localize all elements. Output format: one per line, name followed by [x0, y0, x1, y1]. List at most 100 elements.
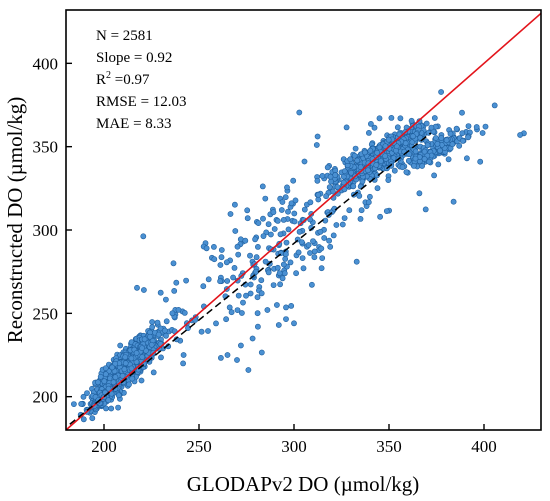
data-point — [285, 226, 292, 233]
data-point — [326, 184, 333, 191]
data-point — [405, 157, 412, 164]
data-point — [416, 190, 423, 197]
data-point — [235, 292, 242, 299]
data-point — [141, 336, 148, 343]
data-point — [354, 157, 361, 164]
data-point — [254, 243, 261, 250]
data-point — [128, 355, 135, 362]
data-point — [473, 124, 480, 130]
data-point — [426, 158, 432, 165]
data-point — [293, 270, 299, 277]
data-point — [117, 342, 124, 349]
data-point — [155, 331, 162, 338]
data-point — [314, 133, 321, 140]
data-point — [314, 177, 321, 184]
data-point — [284, 184, 290, 191]
data-point — [450, 198, 457, 205]
data-point — [122, 360, 129, 367]
data-point — [465, 123, 472, 129]
data-point — [148, 341, 155, 348]
stat-r2-value: =0.97 — [111, 72, 150, 88]
data-point — [258, 349, 265, 356]
data-point — [80, 416, 87, 423]
data-point — [223, 259, 230, 266]
data-point — [367, 147, 374, 154]
data-point — [223, 316, 229, 323]
data-point — [282, 255, 289, 262]
data-point — [140, 287, 147, 293]
data-point — [273, 302, 280, 308]
data-point — [247, 252, 253, 259]
data-point — [308, 281, 315, 288]
data-point — [279, 275, 286, 282]
data-point — [388, 115, 395, 121]
data-point — [410, 162, 417, 169]
data-point — [327, 243, 334, 250]
data-point — [270, 282, 277, 288]
data-point — [218, 247, 225, 253]
data-point — [365, 199, 372, 206]
data-point — [296, 228, 303, 235]
data-point — [382, 153, 388, 159]
stat-r2-prefix: R — [96, 72, 106, 88]
data-point — [346, 207, 353, 214]
stat-mae: MAE = 8.33 — [96, 116, 172, 132]
data-point — [290, 177, 297, 184]
x-tick-label: 200 — [91, 437, 117, 456]
data-point — [422, 206, 429, 213]
data-point — [103, 405, 109, 412]
x-tick-label: 300 — [281, 437, 307, 456]
data-point — [280, 261, 287, 268]
data-point — [388, 162, 395, 169]
data-point — [377, 213, 383, 220]
data-point — [403, 169, 410, 175]
data-point — [357, 215, 364, 222]
data-point — [300, 265, 307, 272]
x-tick-label: 400 — [471, 437, 497, 456]
data-point — [108, 405, 115, 412]
fit-line — [69, 132, 432, 425]
data-point — [307, 199, 314, 206]
data-point — [231, 264, 238, 271]
data-point — [443, 137, 450, 144]
data-point — [259, 183, 266, 190]
data-point — [227, 211, 234, 217]
data-point — [350, 183, 357, 190]
data-point — [318, 265, 325, 272]
stat-slope: Slope = 0.92 — [96, 50, 172, 66]
data-point — [234, 357, 240, 363]
data-point — [358, 207, 365, 214]
data-point — [333, 222, 340, 228]
data-point — [419, 163, 425, 169]
data-point — [129, 375, 136, 382]
data-point — [374, 185, 381, 192]
data-point — [313, 142, 320, 148]
data-point — [244, 207, 251, 214]
data-point — [71, 401, 77, 407]
data-point — [126, 381, 132, 388]
data-point — [340, 179, 347, 186]
data-point — [305, 242, 312, 248]
data-point — [292, 197, 299, 204]
data-point — [231, 201, 238, 208]
data-point — [315, 191, 322, 198]
data-point — [147, 333, 153, 340]
data-point — [149, 319, 155, 325]
data-point — [226, 304, 233, 311]
data-point — [438, 135, 445, 141]
data-point — [163, 318, 170, 325]
data-point — [428, 124, 435, 131]
data-point — [138, 377, 145, 384]
data-point — [170, 260, 177, 267]
data-point — [343, 124, 350, 131]
data-point — [352, 145, 359, 152]
data-point — [260, 233, 267, 239]
data-point — [133, 350, 140, 356]
data-point — [435, 161, 442, 168]
data-point — [252, 236, 258, 243]
data-point — [438, 89, 444, 95]
data-point — [371, 124, 378, 131]
points-layer — [71, 89, 527, 423]
data-point — [283, 316, 289, 322]
data-point — [278, 207, 285, 213]
